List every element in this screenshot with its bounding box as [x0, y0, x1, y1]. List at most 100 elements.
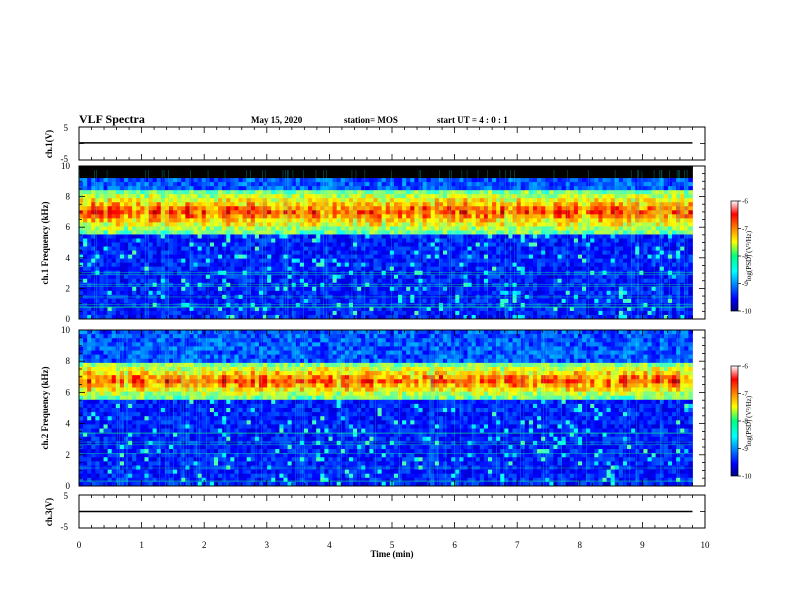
spectrogram-cell [483, 242, 489, 247]
spectrogram-cell [512, 226, 518, 231]
spectrogram-cell [365, 198, 370, 203]
spectrogram-cell [565, 174, 571, 179]
spectrogram-cell [590, 254, 595, 260]
spectrogram-cell [582, 186, 587, 191]
spectrogram-cell [205, 218, 211, 223]
spectrogram-cell [447, 298, 452, 304]
spectrogram-cell [148, 242, 154, 247]
spectrogram-cell [471, 242, 477, 247]
spectrogram-cell [504, 178, 509, 183]
spectrogram-cell [197, 174, 203, 179]
spectrogram-cell [308, 186, 313, 191]
spectrogram-cell [471, 202, 477, 207]
spectrogram-cell [328, 246, 333, 251]
spectrogram-cell [148, 238, 154, 243]
spectrogram-cell [443, 298, 448, 304]
spectrogram-cell [348, 198, 354, 203]
spectrogram-cell [226, 226, 231, 231]
spectrogram-cell [79, 290, 84, 296]
spectrogram-cell [209, 174, 215, 179]
spectrogram-cell [250, 202, 256, 207]
spectrogram-cell [524, 206, 530, 211]
spectrogram-cell [87, 310, 92, 316]
spectrogram-cell [520, 274, 526, 280]
spectrogram-cell [504, 226, 509, 231]
spectrogram-cell [316, 198, 321, 203]
spectrogram-cell [123, 314, 129, 320]
spectrogram-cell [569, 206, 575, 211]
spectrogram-cell [524, 182, 530, 187]
spectrogram-cell [353, 242, 358, 247]
spectrogram-cell [586, 190, 591, 195]
spectrogram-cell [95, 174, 100, 179]
spectrogram-cell [144, 242, 149, 247]
spectrogram-cell [393, 278, 399, 284]
spectrogram-cell [328, 202, 333, 207]
spectrogram-cell [479, 194, 485, 199]
spectrogram-cell [414, 166, 419, 171]
spectrogram-cell [218, 230, 223, 235]
spectrogram-cell [398, 202, 403, 207]
spectrogram-cell [606, 230, 612, 235]
spectrogram-cell [422, 214, 428, 219]
spectrogram-cell [594, 186, 599, 191]
spectrogram-cell [348, 202, 354, 207]
spectrogram-cell [369, 202, 374, 207]
spectrogram-cell [504, 250, 509, 255]
spectrogram-cell [545, 214, 550, 219]
spectrogram-cell [128, 298, 133, 304]
spectrogram-cell [590, 226, 595, 231]
spectrogram-cell [115, 202, 121, 207]
spectrogram-cell [487, 230, 493, 235]
spectrogram-cell [218, 222, 223, 227]
spectrogram-cell [451, 182, 456, 187]
spectrogram-cell [79, 198, 84, 203]
spectrogram-cell [524, 198, 530, 203]
spectrogram-cell [287, 262, 293, 268]
spectrogram-cell [79, 166, 84, 171]
spectrogram-cell [205, 234, 211, 239]
spectrogram-cell [181, 258, 186, 264]
spectrogram-cell [471, 286, 477, 292]
spectrogram-cell [438, 206, 444, 211]
spectrogram-cell [610, 198, 616, 203]
spectrogram-cell [508, 234, 513, 239]
spectrogram-cell [173, 250, 178, 255]
spectrogram-cell [148, 186, 154, 191]
spectrogram-cell [414, 274, 419, 280]
spectrogram-cell [389, 222, 395, 227]
spectrogram-cell [520, 178, 526, 183]
spectrogram-cell [479, 266, 485, 272]
spectrogram-cell [234, 266, 239, 272]
spectrogram-cell [230, 250, 235, 255]
spectrogram-cell [201, 238, 207, 243]
spectrogram-cell [275, 238, 280, 243]
spectrogram-cell [258, 234, 264, 239]
spectrogram-cell [308, 238, 313, 243]
spectrogram-cell [528, 198, 534, 203]
spectrogram-cell [283, 230, 288, 235]
spectrogram-cell [140, 210, 145, 215]
spectrogram-cell [516, 170, 522, 175]
spectrogram-cell [312, 222, 317, 227]
spectrogram-cell [582, 218, 587, 223]
spectrogram-cell [569, 314, 575, 320]
spectrogram-cell [312, 306, 317, 312]
spectrogram-cell [438, 166, 444, 171]
spectrogram-cell [324, 234, 329, 239]
spectrogram-cell [132, 246, 137, 251]
spectrogram-cell [295, 222, 301, 227]
spectrogram-cell [398, 194, 403, 199]
spectrogram-cell [160, 274, 166, 280]
spectrogram-cell [520, 238, 526, 243]
spectrogram-cell [594, 178, 599, 183]
spectrogram-cell [87, 226, 92, 231]
spectrogram-cell [156, 266, 162, 272]
spectrogram-cell [234, 310, 239, 316]
spectrogram-cell [594, 262, 599, 268]
spectrogram-cell [246, 194, 252, 199]
spectrogram-cell [398, 214, 403, 219]
spectrogram-cell [520, 226, 526, 231]
spectrogram-cell [209, 266, 215, 272]
